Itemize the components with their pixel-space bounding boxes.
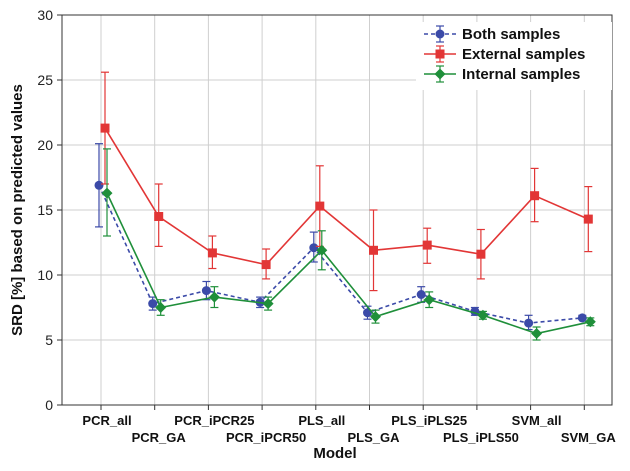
series-both-samples xyxy=(94,143,587,331)
series-external-samples xyxy=(100,71,593,292)
x-axis-title: Model xyxy=(313,445,356,462)
point-internal-samples-pcr-all xyxy=(101,187,113,199)
point-both-samples-pcr-ga xyxy=(148,299,158,309)
point-internal-samples-svm-all xyxy=(531,328,543,339)
legend-item-external-samples: External samples xyxy=(424,45,585,63)
point-internal-samples-pcr-ga xyxy=(155,302,167,313)
point-external-samples-pcr-ipcr50 xyxy=(261,260,271,270)
legend-marker-both-samples xyxy=(435,29,445,39)
point-external-samples-pls-ga xyxy=(369,245,378,255)
point-external-samples-svm-all xyxy=(530,191,540,201)
series-line-both-samples xyxy=(98,184,583,324)
x-tick-label-svm-ga: SVM_GA xyxy=(561,430,617,445)
x-tick-label-pls-ipls50: PLS_iPLS50 xyxy=(443,430,519,445)
y-tick-label-15: 15 xyxy=(37,202,53,218)
legend-marker-internal-samples xyxy=(434,68,446,80)
x-tick-label-pls-ipls25: PLS_iPLS25 xyxy=(391,413,467,428)
point-internal-samples-pls-ga xyxy=(370,311,381,323)
legend-item-internal-samples: Internal samples xyxy=(424,65,580,83)
x-tick-label-svm-all: SVM_all xyxy=(512,413,562,428)
legend-label-external-samples: External samples xyxy=(462,46,585,63)
point-both-samples-svm-all xyxy=(524,318,534,328)
point-internal-samples-pls-ipls25 xyxy=(423,294,435,306)
point-external-samples-pls-ipls25 xyxy=(422,240,432,250)
y-axis-title: SRD [%] based on predicted values xyxy=(9,84,26,336)
point-both-samples-pcr-ipcr25 xyxy=(201,286,211,296)
legend-label-both-samples: Both samples xyxy=(462,26,560,43)
series-internal-samples xyxy=(101,148,596,341)
legend: Both samples External samples Internal sam… xyxy=(416,22,612,90)
y-tick-label-30: 30 xyxy=(37,7,53,23)
legend-item-both-samples: Both samples xyxy=(424,25,560,43)
series-line-internal-samples xyxy=(106,192,591,335)
point-external-samples-svm-ga xyxy=(583,214,593,224)
y-tick-label-0: 0 xyxy=(45,397,53,413)
series-layer xyxy=(94,71,596,341)
x-tick-label-pls-ga: PLS_GA xyxy=(347,430,400,445)
point-internal-samples-pls-all xyxy=(316,244,328,256)
point-external-samples-pls-all xyxy=(315,201,325,211)
point-external-samples-pls-ipls50 xyxy=(476,249,486,259)
x-tick-label-pcr-ipcr50: PCR_iPCR50 xyxy=(226,430,306,445)
plot-frame xyxy=(61,14,613,406)
y-tick-label-20: 20 xyxy=(37,137,53,153)
point-external-samples-pcr-ipcr25 xyxy=(207,248,217,258)
point-internal-samples-pcr-ipcr50 xyxy=(262,298,274,310)
point-both-samples-pls-all xyxy=(309,243,319,253)
legend-label-internal-samples: Internal samples xyxy=(462,66,580,83)
point-external-samples-pcr-ga xyxy=(154,212,164,221)
legend-marker-external-samples xyxy=(435,49,445,59)
x-tick-label-pcr-all: PCR_all xyxy=(82,413,131,428)
x-tick-label-pcr-ga: PCR_GA xyxy=(132,430,187,445)
x-tick-label-pcr-ipcr25: PCR_iPCR25 xyxy=(174,413,254,428)
point-external-samples-pcr-all xyxy=(100,123,110,133)
point-internal-samples-pls-ipls50 xyxy=(477,309,489,321)
series-line-external-samples xyxy=(104,127,589,266)
point-both-samples-pcr-all xyxy=(94,180,104,190)
y-tick-label-25: 25 xyxy=(37,72,53,88)
point-internal-samples-svm-ga xyxy=(584,316,596,328)
point-both-samples-pls-ipls25 xyxy=(416,290,426,299)
y-tick-label-10: 10 xyxy=(37,267,53,283)
x-tick-label-pls-all: PLS_all xyxy=(298,413,345,428)
point-both-samples-svm-ga xyxy=(577,313,587,323)
y-tick-label-5: 5 xyxy=(45,332,53,348)
point-internal-samples-pcr-ipcr25 xyxy=(208,291,220,303)
